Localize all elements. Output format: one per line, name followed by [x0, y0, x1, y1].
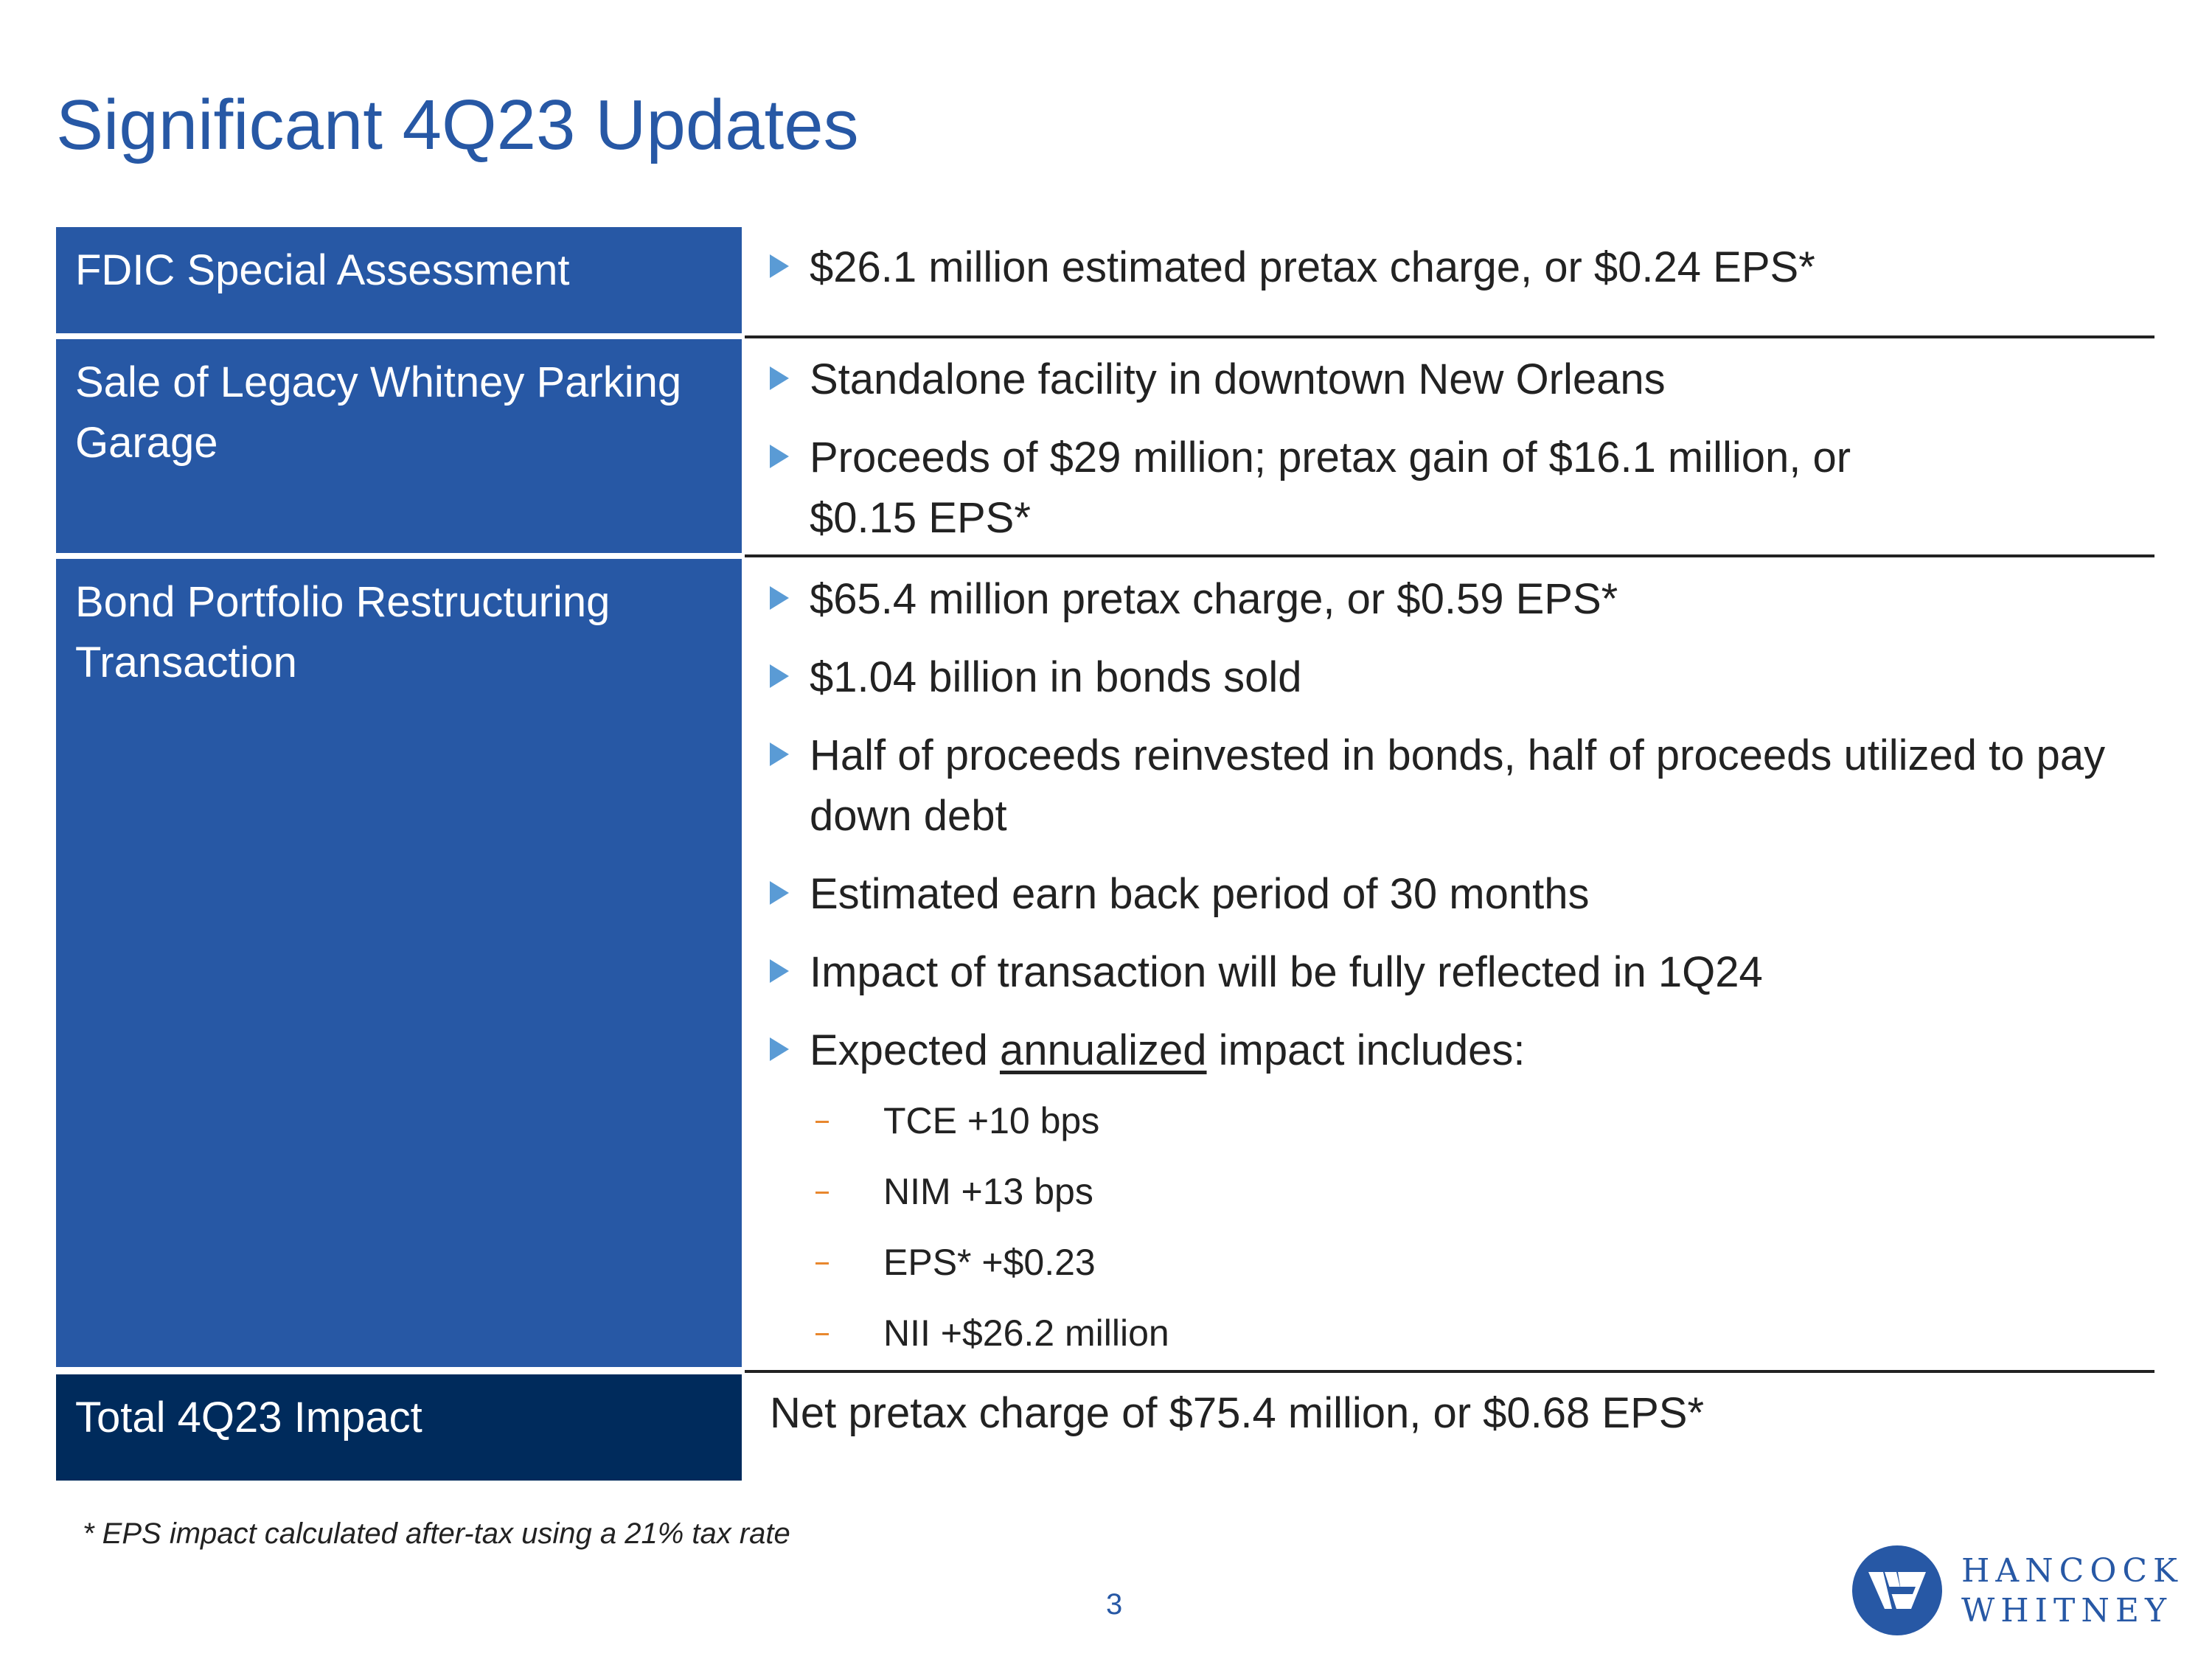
- sub-bullet-item: NIM +13 bps: [770, 1168, 2156, 1215]
- logo-wordmark-line2: WHITNEY: [1961, 1592, 2172, 1630]
- bullet-text: Impact of transaction will be fully refl…: [810, 948, 1763, 996]
- dash-bullet-icon: [815, 1333, 829, 1335]
- bullet-item: $1.04 billion in bonds sold: [770, 647, 2156, 708]
- sub-bullet-item: NII +$26.2 million: [770, 1310, 2156, 1357]
- logo-wordmark-line1: HANCOCK: [1961, 1552, 2183, 1590]
- hancock-whitney-logo: HANCOCK WHITNEY: [1852, 1545, 2191, 1641]
- bullet-text: Proceeds of $29 million; pretax gain of …: [810, 434, 1851, 542]
- bullet-item: $65.4 million pretax charge, or $0.59 EP…: [770, 569, 2156, 630]
- triangle-bullet-icon: [770, 881, 789, 905]
- sub-bullet-text: EPS* +$0.23: [883, 1242, 1096, 1283]
- bullet-text: Half of proceeds reinvested in bonds, ha…: [810, 731, 2106, 840]
- bullet-item: $26.1 million estimated pretax charge, o…: [770, 237, 2156, 298]
- bullet-text: $26.1 million estimated pretax charge, o…: [810, 243, 1815, 291]
- row-content-fdic: $26.1 million estimated pretax charge, o…: [770, 237, 2156, 298]
- page-number: 3: [1106, 1588, 1123, 1621]
- triangle-bullet-icon: [770, 959, 789, 983]
- triangle-bullet-icon: [770, 254, 789, 278]
- row-label-total: Total 4Q23 Impact: [56, 1374, 742, 1481]
- row-content-bond-portfolio: $65.4 million pretax charge, or $0.59 EP…: [770, 569, 2156, 1357]
- row-label-parking-garage: Sale of Legacy Whitney Parking Garage: [56, 339, 742, 553]
- hancock-whitney-logo-mark-icon: [1852, 1545, 1942, 1635]
- triangle-bullet-icon: [770, 664, 789, 688]
- footnote: * EPS impact calculated after-tax using …: [83, 1517, 790, 1550]
- bullet-text-prefix: Expected: [810, 1026, 1000, 1074]
- sub-bullet-text: NII +$26.2 million: [883, 1312, 1169, 1354]
- sub-bullet-text: TCE +10 bps: [883, 1100, 1100, 1141]
- row-divider: [745, 335, 2154, 338]
- bullet-item: Standalone facility in downtown New Orle…: [770, 349, 2156, 410]
- bullet-item: Half of proceeds reinvested in bonds, ha…: [770, 726, 2181, 846]
- bullet-text: Estimated earn back period of 30 months: [810, 870, 1590, 918]
- triangle-bullet-icon: [770, 586, 789, 610]
- total-impact-text: Net pretax charge of $75.4 million, or $…: [770, 1389, 1705, 1437]
- dash-bullet-icon: [815, 1262, 829, 1265]
- sub-bullet-item: TCE +10 bps: [770, 1097, 2156, 1144]
- bullet-item-expected-impact: Expected annualized impact includes:: [770, 1020, 2156, 1081]
- bullet-text-suffix: impact includes:: [1206, 1026, 1526, 1074]
- row-divider: [745, 554, 2154, 557]
- triangle-bullet-icon: [770, 445, 789, 468]
- row-divider: [745, 1370, 2154, 1373]
- triangle-bullet-icon: [770, 1037, 789, 1061]
- bullet-text: Standalone facility in downtown New Orle…: [810, 355, 1666, 403]
- triangle-bullet-icon: [770, 366, 789, 390]
- sub-bullet-item: EPS* +$0.23: [770, 1239, 2156, 1286]
- dash-bullet-icon: [815, 1192, 829, 1194]
- bullet-item: Estimated earn back period of 30 months: [770, 864, 2156, 925]
- bullet-item: Impact of transaction will be fully refl…: [770, 942, 2156, 1003]
- row-content-parking-garage: Standalone facility in downtown New Orle…: [770, 349, 2156, 549]
- row-label-fdic: FDIC Special Assessment: [56, 227, 742, 333]
- bullet-text-underlined: annualized: [999, 1026, 1207, 1074]
- slide-title: Significant 4Q23 Updates: [56, 86, 859, 164]
- bullet-text: $1.04 billion in bonds sold: [810, 653, 1302, 701]
- bullet-text: $65.4 million pretax charge, or $0.59 EP…: [810, 575, 1618, 623]
- triangle-bullet-icon: [770, 742, 789, 766]
- row-label-bond-portfolio: Bond Portfolio Restructuring Transaction: [56, 559, 742, 1367]
- bullet-item: Proceeds of $29 million; pretax gain of …: [770, 428, 1960, 549]
- sub-bullet-text: NIM +13 bps: [883, 1171, 1093, 1212]
- dash-bullet-icon: [815, 1121, 829, 1123]
